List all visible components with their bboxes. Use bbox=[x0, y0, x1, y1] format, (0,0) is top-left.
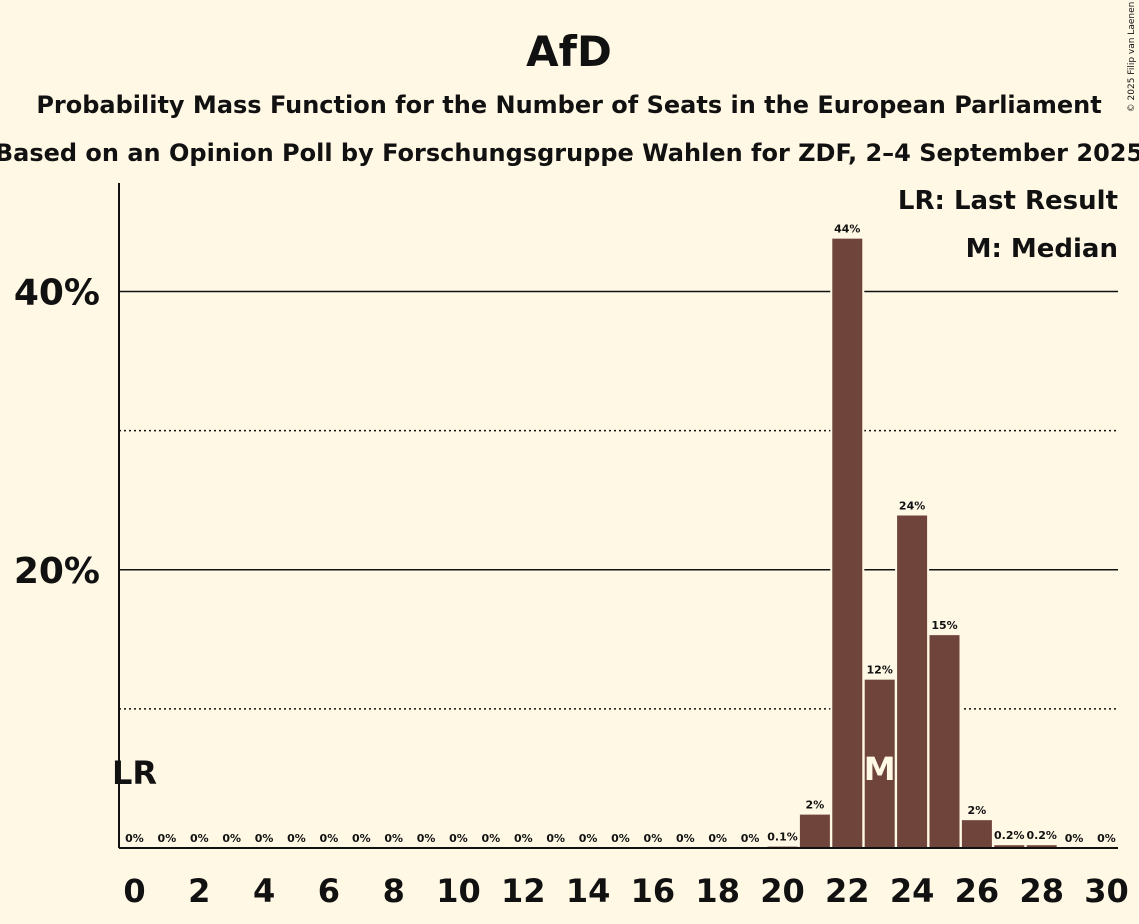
legend-median: M: Median bbox=[966, 234, 1118, 264]
x-tick-label: 26 bbox=[955, 872, 1000, 910]
bar bbox=[832, 238, 863, 848]
data-label: 0% bbox=[158, 832, 177, 845]
data-label: 0% bbox=[1065, 832, 1084, 845]
x-tick-label: 22 bbox=[825, 872, 870, 910]
data-label: 0% bbox=[741, 832, 760, 845]
data-label: 0% bbox=[352, 832, 371, 845]
data-label: 0% bbox=[1097, 832, 1116, 845]
data-label: 0% bbox=[384, 832, 403, 845]
data-label: 0% bbox=[546, 832, 565, 845]
x-tick-label: 4 bbox=[253, 872, 275, 910]
bar bbox=[994, 845, 1025, 848]
x-tick-label: 2 bbox=[188, 872, 210, 910]
data-label: 44% bbox=[834, 223, 860, 236]
x-tick-label: 14 bbox=[566, 872, 611, 910]
x-tick-label: 0 bbox=[123, 872, 145, 910]
data-label: 0% bbox=[611, 832, 630, 845]
data-label: 0% bbox=[417, 832, 436, 845]
data-label: 2% bbox=[968, 804, 987, 817]
data-label: 0% bbox=[449, 832, 468, 845]
bars bbox=[765, 236, 1059, 848]
data-label: 0.2% bbox=[1026, 829, 1057, 842]
bar bbox=[799, 814, 830, 848]
copyright-text: © 2025 Filip van Laenen bbox=[1127, 2, 1137, 113]
x-tick-label: 28 bbox=[1019, 872, 1064, 910]
data-label: 2% bbox=[806, 799, 825, 812]
data-label: 0% bbox=[514, 832, 533, 845]
bar-halo bbox=[765, 844, 800, 848]
data-label: 12% bbox=[867, 664, 893, 677]
axes: 20%40%0 2 4 6 8 10 12 14 16 18 20 22 24 26 28 30 bbox=[14, 183, 1129, 910]
chart-subtitle-2: Based on an Opinion Poll by Forschungsgr… bbox=[0, 139, 1139, 167]
data-label: 0% bbox=[708, 832, 727, 845]
x-tick-label: 10 bbox=[436, 872, 481, 910]
legend-last-result: LR: Last Result bbox=[898, 186, 1118, 216]
x-tick-label: 20 bbox=[760, 872, 805, 910]
data-label: 0% bbox=[644, 832, 663, 845]
x-tick-label: 30 bbox=[1084, 872, 1129, 910]
bar bbox=[897, 515, 928, 848]
x-tick-label: 24 bbox=[890, 872, 935, 910]
grid bbox=[119, 290, 1118, 710]
data-label: 0.2% bbox=[994, 829, 1025, 842]
data-labels: 0% 0% 0% 0% 0% 0% 0% 0% 0% 0% 0% 0% 0% 0% 0% 0% 0% 0% 0% 0%… bbox=[112, 223, 1116, 845]
data-label: 0% bbox=[222, 832, 241, 845]
chart-subtitle: Probability Mass Function for the Number… bbox=[36, 91, 1101, 119]
data-label: 15% bbox=[931, 619, 957, 632]
data-label: 0% bbox=[676, 832, 695, 845]
data-label: 0% bbox=[125, 832, 144, 845]
x-tick-label: 12 bbox=[501, 872, 546, 910]
x-tick-label: 6 bbox=[318, 872, 340, 910]
median-marker: M bbox=[864, 750, 896, 788]
bar bbox=[929, 635, 960, 848]
bar bbox=[1026, 845, 1057, 848]
x-tick-label: 8 bbox=[383, 872, 405, 910]
data-label: 24% bbox=[899, 500, 925, 513]
chart-title: AfD bbox=[526, 27, 612, 76]
data-label: 0% bbox=[320, 832, 339, 845]
data-label: 0% bbox=[287, 832, 306, 845]
x-tick-label: 18 bbox=[695, 872, 740, 910]
bar bbox=[864, 679, 895, 848]
data-label: 0% bbox=[579, 832, 598, 845]
x-tick-label: 16 bbox=[631, 872, 676, 910]
bar bbox=[961, 820, 992, 848]
data-label: 0% bbox=[482, 832, 501, 845]
data-label: 0% bbox=[255, 832, 274, 845]
data-label: 0% bbox=[190, 832, 209, 845]
y-tick-label: 20% bbox=[14, 551, 100, 592]
y-tick-label: 40% bbox=[14, 273, 100, 314]
legend: LR: Last Result M: Median bbox=[898, 186, 1118, 264]
data-label: 0.1% bbox=[767, 831, 798, 844]
